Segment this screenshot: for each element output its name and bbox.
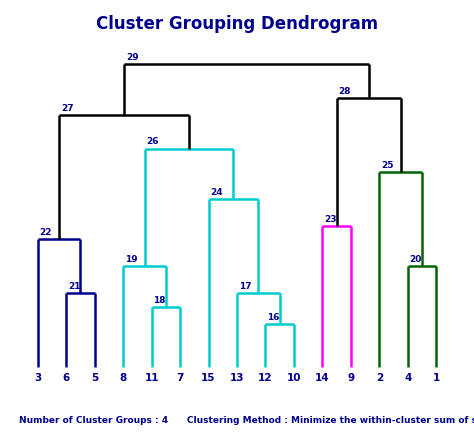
Text: 3: 3 [34,372,41,383]
Text: 23: 23 [324,215,337,224]
Text: 25: 25 [381,161,393,170]
Text: 24: 24 [210,188,223,197]
Text: 17: 17 [239,283,251,291]
Text: 29: 29 [126,53,138,62]
Text: 12: 12 [258,372,273,383]
Text: 15: 15 [201,372,216,383]
Text: 22: 22 [39,229,52,238]
Text: 6: 6 [63,372,70,383]
Text: 13: 13 [230,372,244,383]
Text: 9: 9 [347,372,355,383]
Text: 4: 4 [404,372,411,383]
Text: 14: 14 [315,372,330,383]
Text: 27: 27 [61,104,73,113]
Text: 8: 8 [119,372,127,383]
Text: 10: 10 [287,372,301,383]
Title: Cluster Grouping Dendrogram: Cluster Grouping Dendrogram [96,15,378,33]
Text: 28: 28 [338,87,351,96]
Text: 20: 20 [410,255,422,264]
Text: 2: 2 [376,372,383,383]
Text: 16: 16 [267,313,280,322]
Text: 18: 18 [153,296,166,305]
Text: 5: 5 [91,372,98,383]
Text: 21: 21 [68,283,81,291]
Text: 1: 1 [433,372,440,383]
Text: 7: 7 [176,372,184,383]
Text: Number of Cluster Groups : 4      Clustering Method : Minimize the within-cluste: Number of Cluster Groups : 4 Clustering … [19,416,474,426]
Text: 26: 26 [146,137,159,146]
Text: 11: 11 [145,372,159,383]
Text: 19: 19 [125,255,137,264]
